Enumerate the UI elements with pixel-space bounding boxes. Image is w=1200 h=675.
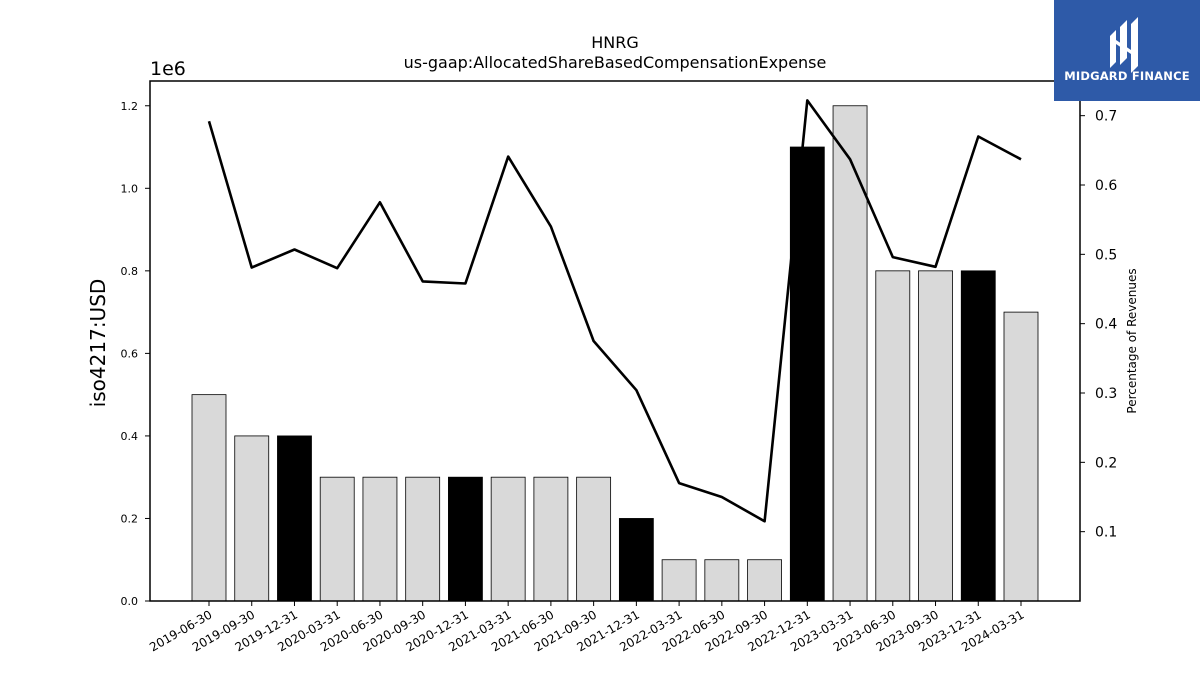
bar: [661, 559, 697, 602]
bar: [1003, 311, 1039, 602]
series-line: [207, 99, 1022, 523]
bar: [747, 559, 782, 602]
y-tick-label: 0.2: [121, 512, 139, 525]
y2-tick-label: 0.3: [1095, 386, 1117, 402]
bar: [362, 476, 398, 602]
bar: [576, 476, 612, 602]
y2-tick-label: 0.6: [1095, 178, 1117, 194]
y-tick-label: 0.8: [121, 265, 139, 278]
bar: [875, 270, 911, 602]
y2-tick-label: 0.4: [1095, 317, 1117, 333]
bar: [918, 270, 953, 602]
y-axis-label: iso4217:USD: [86, 279, 110, 408]
plot-area: 0.0 0.2 0.4 0.6 0.8 1.0 1.2 0.1 0.2 0.3 0.4 0.5 0.6 0…: [121, 80, 1117, 654]
bar: [533, 476, 569, 602]
bar: [277, 435, 312, 602]
y2-tick-label: 0.1: [1095, 525, 1117, 541]
midgard-finance-logo: MIDGARD FINANCE: [1054, 0, 1200, 101]
bar: [618, 518, 654, 602]
y2-tick-label: 0.5: [1095, 247, 1117, 263]
bar: [832, 105, 868, 602]
bar: [234, 435, 270, 602]
plot-frame: [149, 80, 1081, 602]
y-tick-label: 0.4: [121, 430, 139, 443]
bar: [191, 394, 227, 602]
bar: [405, 476, 441, 602]
bar: [960, 270, 996, 602]
bar: [704, 559, 740, 602]
y-tick-label: 1.2: [121, 100, 139, 113]
bar: [319, 476, 355, 602]
logo-text: MIDGARD FINANCE: [1064, 69, 1190, 83]
y-offset-label: 1e6: [150, 58, 186, 80]
y-tick-label: 0.6: [121, 347, 139, 360]
y-tick-label: 1.0: [121, 182, 139, 195]
y2-tick-label: 0.7: [1095, 109, 1117, 125]
y2-tick-label: 0.2: [1095, 455, 1117, 471]
bar: [448, 476, 483, 602]
chart-subtitle: us-gaap:AllocatedShareBasedCompensationE…: [404, 53, 827, 72]
chart-title: HNRG: [591, 33, 639, 52]
logo-mark-icon: [1110, 17, 1138, 73]
y-tick-label: 0.0: [121, 595, 139, 608]
bar: [490, 476, 526, 602]
y2-axis-label: Percentage of Revenues: [1125, 268, 1139, 413]
